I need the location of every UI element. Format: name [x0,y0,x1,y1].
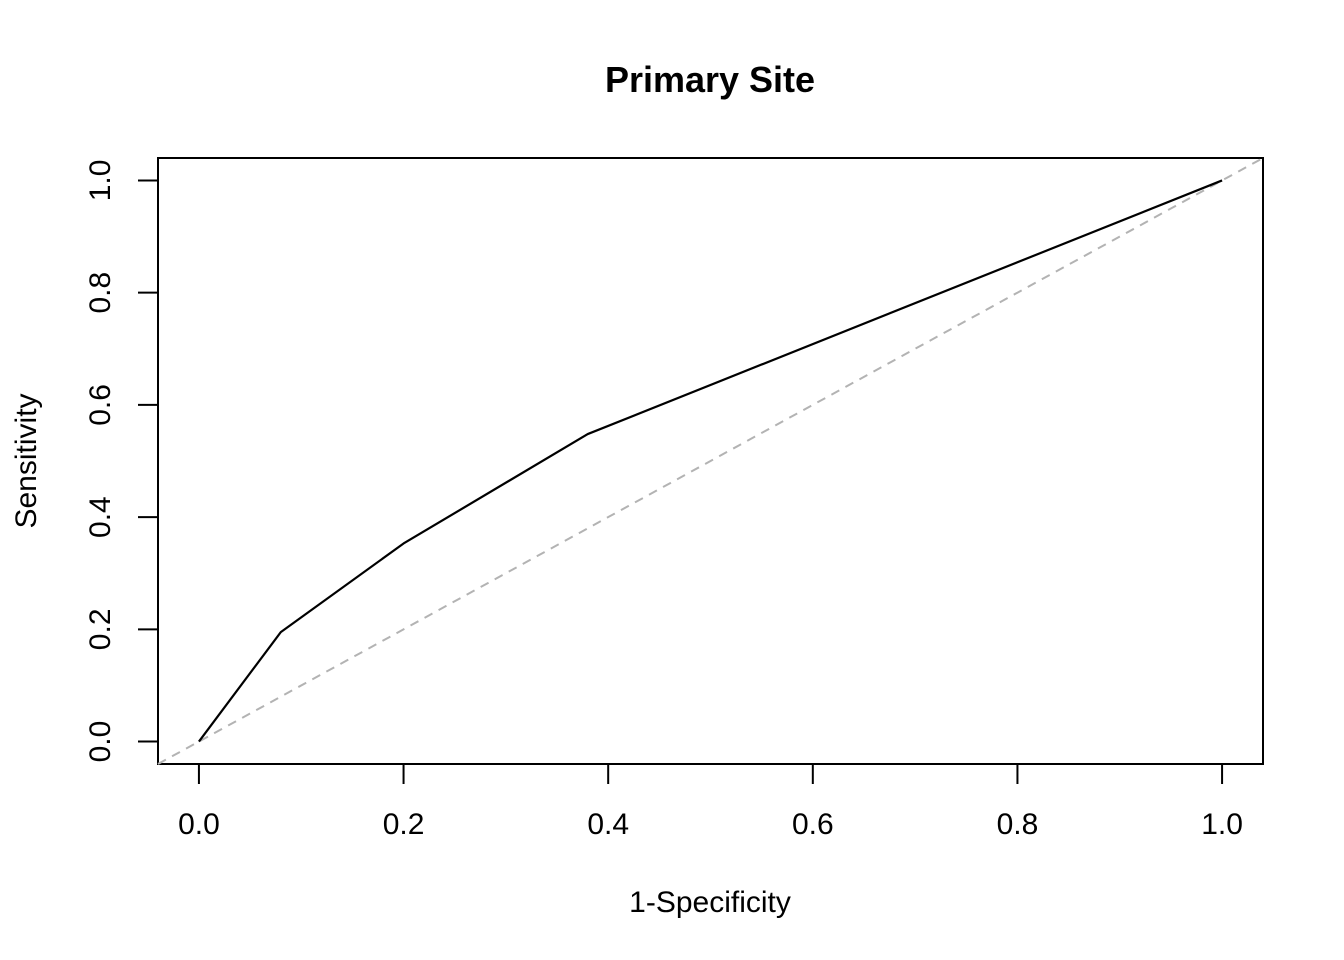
x-tick-label: 0.8 [997,808,1039,841]
y-tick-label: 0.8 [84,272,117,314]
y-tick-label: 0.4 [84,496,117,538]
y-axis-label: Sensitivity [10,393,43,528]
x-tick-label: 0.2 [383,808,425,841]
y-tick-label: 1.0 [84,160,117,202]
x-tick-label: 0.0 [178,808,220,841]
y-tick-label: 0.0 [84,721,117,763]
y-axis: 0.0 0.2 0.4 0.6 0.8 1.0 [84,160,159,763]
x-tick-label: 0.4 [587,808,629,841]
x-axis: 0.0 0.2 0.4 0.6 0.8 1.0 [178,763,1243,841]
series-layer [198,179,1223,743]
chart-title: Primary Site [605,59,815,100]
reference-line-layer [157,157,1264,765]
reference-diagonal-line [157,157,1264,765]
x-tick-label: 1.0 [1201,808,1243,841]
x-tick-label: 0.6 [792,808,834,841]
y-tick-label: 0.2 [84,608,117,650]
y-tick-label: 0.6 [84,384,117,426]
x-axis-label: 1-Specificity [629,886,791,919]
